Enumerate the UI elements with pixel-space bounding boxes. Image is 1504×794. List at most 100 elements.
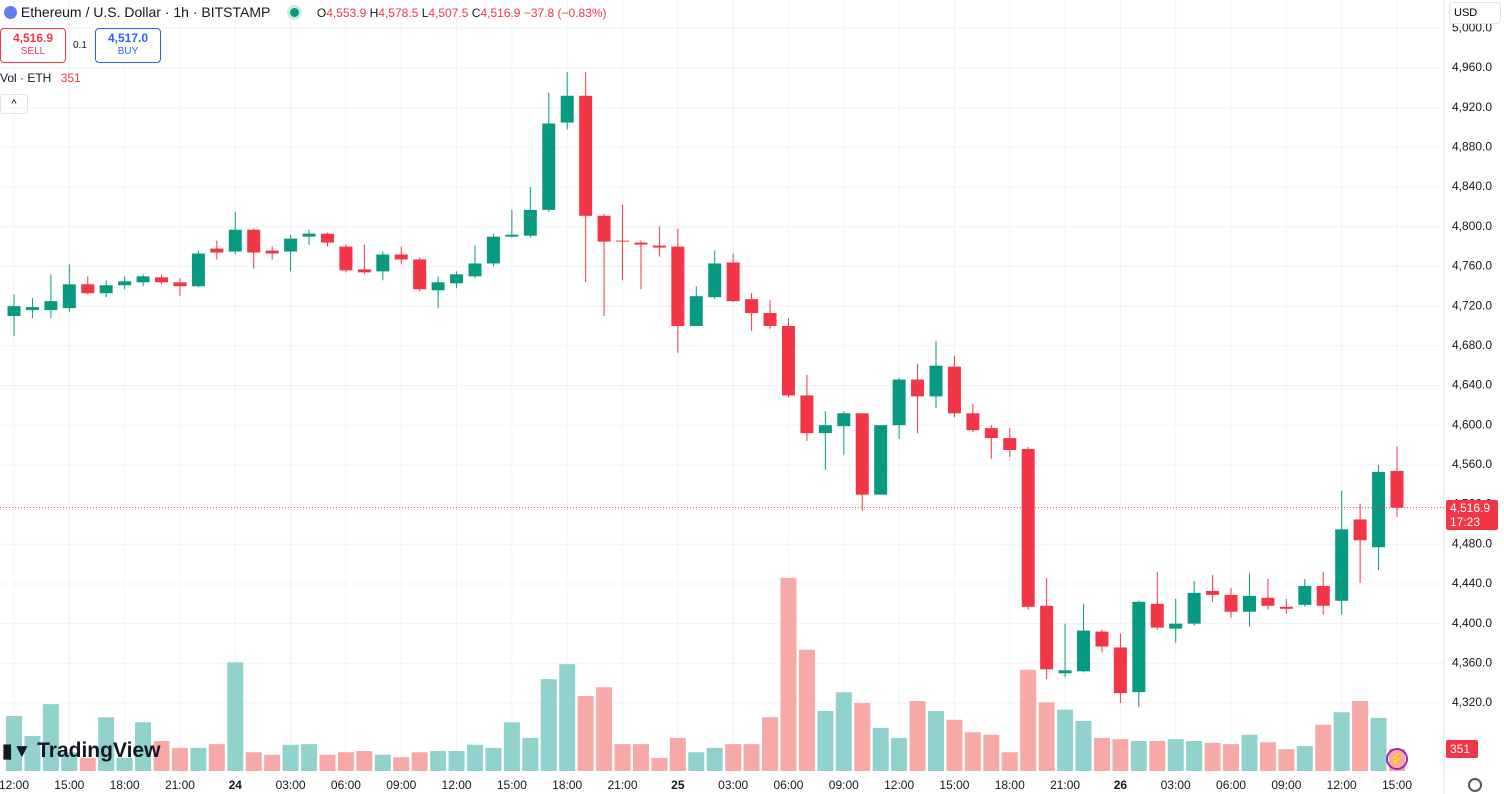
candle-body — [339, 246, 353, 271]
volume-bar — [135, 722, 152, 771]
candle-body — [1279, 606, 1293, 609]
assistant-icon[interactable]: ⚡ — [1386, 748, 1408, 770]
volume-bar — [1093, 737, 1110, 771]
volume-bar — [1167, 739, 1184, 771]
symbol-title[interactable]: Ethereum / U.S. Dollar · 1h · BITSTAMP — [20, 4, 271, 20]
volume-bar — [1223, 744, 1240, 771]
volume-bar — [264, 754, 281, 771]
volume-bar — [208, 744, 225, 771]
x-tick-label: 18:00 — [552, 778, 582, 792]
volume-bar — [743, 744, 760, 771]
candle-body — [1372, 471, 1386, 548]
volume-bar — [614, 744, 631, 771]
y-tick-label: 4,880.0 — [1452, 140, 1492, 154]
x-tick-label: 15:00 — [939, 778, 969, 792]
x-tick-label: 26 — [1114, 778, 1128, 792]
y-tick-label: 4,920.0 — [1452, 100, 1492, 114]
price-axis-bg — [1444, 0, 1504, 794]
volume-bar — [1038, 702, 1055, 771]
candle-body — [1242, 595, 1256, 612]
ohlc-value: 4,507.5 — [428, 6, 469, 20]
candle-body — [818, 425, 832, 434]
candle-body — [413, 259, 427, 290]
volume-bar — [1020, 669, 1037, 771]
candle-body — [25, 307, 39, 311]
x-tick-label: 18:00 — [110, 778, 140, 792]
candle-body — [468, 263, 482, 277]
volume-bar — [61, 752, 78, 771]
x-tick-label: 24 — [229, 778, 243, 792]
volume-bar — [1315, 724, 1332, 771]
candle-body — [376, 254, 390, 272]
candle-body — [542, 123, 556, 210]
candle-body — [523, 209, 537, 236]
candle-body — [1335, 529, 1349, 601]
candle-body — [1132, 601, 1146, 693]
collapse-button[interactable]: ^ — [0, 94, 28, 114]
volume-bar — [42, 704, 59, 771]
candle-body — [966, 413, 980, 431]
y-tick-label: 4,840.0 — [1452, 179, 1492, 193]
volume-bar — [577, 696, 594, 771]
candle-body — [1058, 670, 1072, 674]
x-tick-label: 03:00 — [276, 778, 306, 792]
y-tick-label: 4,640.0 — [1452, 378, 1492, 392]
x-tick-label: 09:00 — [829, 778, 859, 792]
volume-bar — [153, 741, 170, 771]
volume-bar — [79, 757, 96, 771]
price-badge: 4,516.9 17:23 — [1446, 500, 1498, 530]
settings-icon[interactable] — [1468, 778, 1482, 792]
volume-legend-title: Vol · ETH — [0, 71, 52, 85]
x-tick-label: 09:00 — [1271, 778, 1301, 792]
volume-bar — [411, 752, 428, 771]
volume-bar — [725, 744, 742, 771]
currency-button[interactable]: USD — [1449, 2, 1501, 24]
x-tick-label: 09:00 — [386, 778, 416, 792]
x-tick-label: 21:00 — [608, 778, 638, 792]
candle-body — [837, 413, 851, 427]
buy-price: 4,517.0 — [107, 31, 149, 45]
volume-bar — [98, 717, 115, 771]
price-badge-value: 4,516.9 — [1450, 501, 1491, 515]
volume-bar — [1204, 742, 1221, 771]
candle-body — [1095, 631, 1109, 647]
volume-legend-value: 351 — [60, 71, 81, 85]
volume-bar — [817, 711, 834, 771]
volume-bar — [1130, 741, 1147, 771]
volume-badge: 351 — [1446, 740, 1478, 758]
y-tick-label: 4,440.0 — [1452, 576, 1492, 590]
y-tick-label: 4,720.0 — [1452, 298, 1492, 312]
volume-bar — [632, 744, 649, 771]
candle-body — [1169, 623, 1183, 629]
ohlc-key: C — [471, 6, 481, 20]
x-tick-label: 12:00 — [1327, 778, 1357, 792]
volume-bar — [171, 747, 188, 771]
candle-body — [1206, 590, 1220, 595]
candle-body — [136, 276, 150, 283]
eth-icon — [4, 6, 17, 19]
x-tick-label: 15:00 — [1382, 778, 1412, 792]
logo: ▮▼ TradingView — [2, 739, 160, 763]
sell-button[interactable]: 4,516.9 SELL — [0, 28, 66, 63]
candle-body — [671, 246, 685, 326]
y-tick-label: 4,480.0 — [1452, 536, 1492, 550]
volume-bar — [282, 744, 299, 771]
candle-body — [1113, 647, 1127, 694]
volume-bar — [872, 727, 889, 771]
y-tick-label: 4,760.0 — [1452, 259, 1492, 273]
candle-body — [892, 379, 906, 426]
x-tick-label: 06:00 — [773, 778, 803, 792]
volume-bar — [227, 662, 244, 771]
candle-body — [1003, 438, 1017, 450]
ohlc: O4,553.9 H4,578.5 L4,507.5 C4,516.9 −37.… — [317, 6, 607, 20]
candle-body — [1298, 585, 1312, 605]
volume-bar — [780, 577, 797, 771]
volume-bar — [1352, 701, 1369, 771]
candle-body — [579, 95, 593, 216]
candle-body — [800, 395, 814, 434]
x-tick-label: 12:00 — [442, 778, 472, 792]
candle-body — [597, 215, 611, 242]
volume-bar — [688, 752, 705, 771]
buy-button[interactable]: 4,517.0 BUY — [95, 28, 161, 63]
candle-body — [1316, 585, 1330, 606]
